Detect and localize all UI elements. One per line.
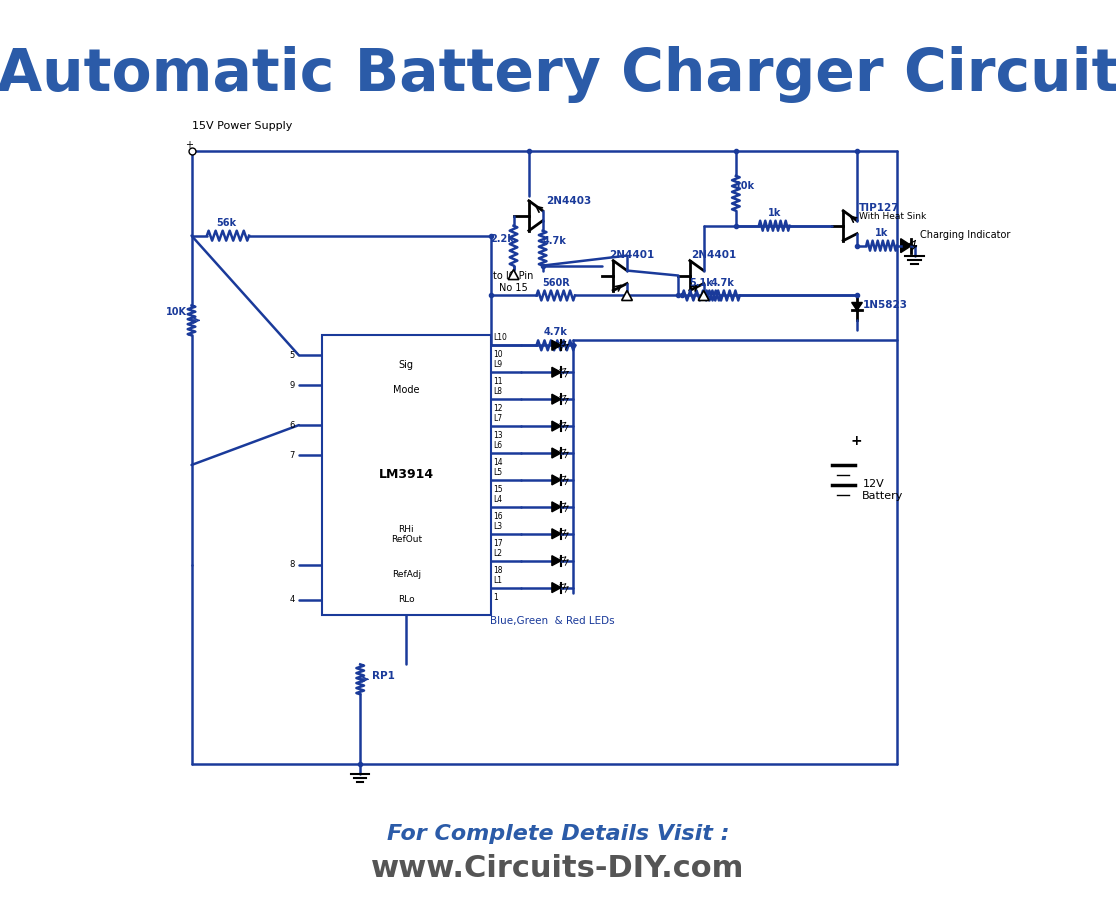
Text: 4: 4 <box>290 595 295 604</box>
Text: L3: L3 <box>493 522 502 531</box>
Text: 15: 15 <box>493 485 502 494</box>
Polygon shape <box>508 270 519 280</box>
Text: 4.7k: 4.7k <box>710 277 734 287</box>
Polygon shape <box>552 555 561 565</box>
Text: TIP127: TIP127 <box>858 203 899 213</box>
Text: RP1: RP1 <box>372 672 395 682</box>
Polygon shape <box>552 340 561 350</box>
Text: L4: L4 <box>493 495 502 504</box>
Text: www.Circuits-DIY.com: www.Circuits-DIY.com <box>372 855 744 883</box>
Text: L7: L7 <box>493 414 502 423</box>
Text: 10: 10 <box>493 350 502 360</box>
Text: L2: L2 <box>493 549 502 558</box>
Text: 1: 1 <box>493 593 498 601</box>
Text: 12: 12 <box>493 404 502 414</box>
Text: For Complete Details Visit :: For Complete Details Visit : <box>387 824 729 844</box>
Text: 2N4403: 2N4403 <box>546 196 591 206</box>
Text: 1k: 1k <box>768 208 781 218</box>
Polygon shape <box>552 475 561 485</box>
Text: to IC Pin
No 15: to IC Pin No 15 <box>493 271 533 293</box>
Text: L6: L6 <box>493 441 502 450</box>
Polygon shape <box>852 303 863 310</box>
Text: Charging Indicator: Charging Indicator <box>920 230 1010 240</box>
Text: L1: L1 <box>493 576 502 585</box>
Polygon shape <box>699 290 709 300</box>
Text: 13: 13 <box>493 431 502 440</box>
Text: +: + <box>850 434 863 448</box>
Text: 11: 11 <box>493 377 502 386</box>
Text: L9: L9 <box>493 361 502 370</box>
Text: 1k: 1k <box>875 228 888 238</box>
Polygon shape <box>901 239 912 253</box>
Text: 2.2k: 2.2k <box>490 233 514 243</box>
Text: 10k: 10k <box>735 181 756 191</box>
Text: Blue,Green  & Red LEDs: Blue,Green & Red LEDs <box>490 617 614 627</box>
Text: 14: 14 <box>493 458 502 467</box>
Text: 8: 8 <box>290 560 295 569</box>
Polygon shape <box>552 583 561 593</box>
Text: 7: 7 <box>290 450 295 459</box>
Text: 6: 6 <box>290 421 295 430</box>
Polygon shape <box>552 367 561 377</box>
Polygon shape <box>552 394 561 404</box>
Text: Automatic Battery Charger Circuit: Automatic Battery Charger Circuit <box>0 47 1116 103</box>
Polygon shape <box>552 501 561 511</box>
Text: 9: 9 <box>290 381 295 390</box>
Text: L10: L10 <box>493 333 507 342</box>
Polygon shape <box>552 448 561 458</box>
FancyBboxPatch shape <box>321 336 491 615</box>
Text: 17: 17 <box>493 539 502 548</box>
Text: 2N4401: 2N4401 <box>609 250 655 260</box>
Polygon shape <box>552 421 561 431</box>
Text: 12V
Battery: 12V Battery <box>863 479 904 501</box>
Text: 1N5823: 1N5823 <box>863 300 908 310</box>
Text: RHi
RefOut: RHi RefOut <box>391 525 422 544</box>
Text: LM3914: LM3914 <box>378 468 434 481</box>
Text: Mode: Mode <box>393 385 420 395</box>
Text: Sig: Sig <box>398 361 414 371</box>
Text: 5: 5 <box>290 350 295 360</box>
Text: +: + <box>185 140 193 150</box>
Polygon shape <box>552 529 561 539</box>
Text: With Heat Sink: With Heat Sink <box>858 211 926 221</box>
Text: L8: L8 <box>493 387 502 396</box>
Text: 560R: 560R <box>542 277 569 287</box>
Text: 2N4401: 2N4401 <box>692 250 737 260</box>
Text: 18: 18 <box>493 565 502 575</box>
Text: 15V Power Supply: 15V Power Supply <box>192 121 292 131</box>
Text: 56k: 56k <box>217 218 237 228</box>
Text: 4.7k: 4.7k <box>542 236 566 245</box>
Text: L5: L5 <box>493 468 502 477</box>
Text: RLo: RLo <box>398 595 414 604</box>
Text: 16: 16 <box>493 511 502 521</box>
Text: 10K: 10K <box>165 307 186 318</box>
Text: 4.7k: 4.7k <box>543 328 568 338</box>
Text: 5.1k: 5.1k <box>690 277 713 287</box>
Polygon shape <box>622 290 633 300</box>
Text: RefAdj: RefAdj <box>392 570 421 579</box>
